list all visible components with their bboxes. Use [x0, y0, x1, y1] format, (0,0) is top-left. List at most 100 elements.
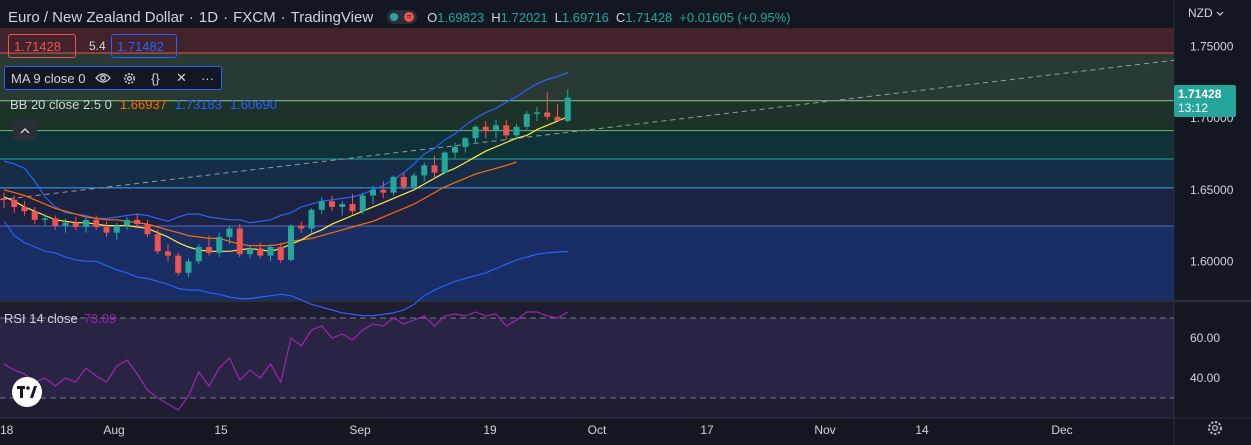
- price-tick-label: 1.65000: [1190, 183, 1234, 197]
- interval[interactable]: 1D: [198, 8, 219, 26]
- candle-body: [62, 222, 69, 226]
- candle-body: [534, 112, 540, 114]
- candle-body: [544, 112, 551, 117]
- symbol-name[interactable]: Euro / New Zealand Dollar: [8, 8, 184, 26]
- chart-header: Euro / New Zealand Dollar · 1D · FXCM · …: [8, 6, 791, 28]
- candle-body: [144, 224, 151, 235]
- rsi-legend[interactable]: RSI 14 close 73.09: [4, 311, 116, 326]
- candle-body: [441, 152, 448, 173]
- price-tick-label: 1.75000: [1190, 40, 1234, 54]
- candle-body: [390, 176, 397, 193]
- time-tick-label: Nov: [814, 423, 835, 437]
- buy-button[interactable]: 1.71482: [111, 34, 177, 58]
- waves-icon: ≈: [404, 12, 415, 22]
- candle-body: [236, 228, 243, 255]
- rsi-line: [3, 311, 569, 411]
- candle-body: [380, 189, 387, 193]
- ohlc-values: O1.69823 H1.72021 L1.69716 C1.71428 +0.0…: [427, 10, 790, 25]
- close-value: 1.71428: [625, 9, 673, 25]
- candle-body: [308, 209, 315, 229]
- chart-settings-icon[interactable]: [1206, 419, 1224, 437]
- candle-body: [452, 146, 458, 153]
- close-icon[interactable]: ✕: [175, 70, 187, 85]
- source-code-icon[interactable]: {}: [151, 70, 160, 86]
- candle-body: [31, 211, 38, 220]
- candle-body: [277, 247, 284, 260]
- time-tick-label: 19: [483, 423, 497, 437]
- fib-zone: [0, 158, 1174, 188]
- time-tick-label: Dec: [1051, 423, 1072, 437]
- settings-icon[interactable]: [121, 70, 137, 86]
- currency-label: NZD: [1188, 6, 1213, 20]
- time-tick-label: Oct: [588, 423, 607, 437]
- bb-indicator-legend[interactable]: BB 20 close 2.5 0 1.66937 1.73183 1.6069…: [4, 92, 283, 116]
- candle-body: [503, 125, 510, 136]
- bar-countdown: 13:12: [1178, 101, 1209, 115]
- header-dot: ·: [188, 8, 194, 26]
- fib-zones: [0, 28, 1174, 300]
- ma-label: MA 9 close 0: [11, 70, 86, 86]
- candle-body: [257, 248, 264, 256]
- bb-lower-line: [3, 220, 568, 317]
- sell-button[interactable]: 1.71428: [8, 34, 76, 58]
- high-label: H: [491, 9, 501, 25]
- candle-body: [400, 176, 407, 187]
- price-tick-label: 1.60000: [1190, 254, 1234, 268]
- candle-body: [288, 225, 294, 260]
- candle-body: [103, 226, 110, 233]
- high-value: 1.72021: [500, 9, 548, 25]
- time-tick-label: 18: [0, 423, 14, 437]
- candle-body: [206, 247, 212, 253]
- rsi-background: [0, 302, 1174, 418]
- rsi-tick-label: 40.00: [1190, 371, 1220, 385]
- collapse-legend-button[interactable]: [13, 121, 37, 141]
- candle-body: [411, 175, 417, 187]
- candle-body: [472, 126, 479, 139]
- candle-body: [175, 255, 182, 273]
- bb-basis-value: 1.66937: [119, 96, 167, 112]
- header-dot: ·: [223, 8, 229, 26]
- candle-body: [267, 247, 274, 256]
- ma-indicator-legend[interactable]: MA 9 close 0 {} ✕ ···: [4, 66, 223, 90]
- candle-body: [462, 138, 469, 147]
- candle-body: [523, 113, 530, 127]
- open-value: 1.69823: [437, 9, 485, 25]
- candle-body: [1, 198, 7, 200]
- exchange: FXCM: [233, 8, 276, 26]
- rsi-tick-label: 60.00: [1190, 331, 1220, 345]
- tradingview-logo-icon[interactable]: [12, 377, 42, 407]
- low-label: L: [554, 9, 562, 25]
- candle-body: [195, 247, 202, 262]
- more-icon[interactable]: ···: [200, 70, 214, 86]
- candle-body: [493, 125, 499, 132]
- currency-selector[interactable]: NZD: [1188, 6, 1224, 20]
- candle-body: [482, 126, 489, 132]
- bb-lower-value: 1.60690: [229, 96, 277, 112]
- trend-line: [0, 59, 1175, 201]
- time-tick-label: 15: [214, 423, 228, 437]
- current-price: 1.71428: [1178, 87, 1222, 101]
- header-dot: ·: [280, 8, 286, 26]
- candle-body: [21, 206, 28, 212]
- time-tick-label: Sep: [349, 423, 371, 437]
- low-value: 1.69716: [561, 9, 609, 25]
- candle-body: [370, 189, 376, 196]
- market-status-toggle[interactable]: ≈: [387, 10, 418, 24]
- current-price-label: 1.71428 13:12: [1174, 85, 1236, 117]
- candle-body: [298, 225, 305, 229]
- candle-body: [226, 228, 233, 238]
- candle-body: [52, 218, 59, 226]
- candle-body: [349, 204, 356, 212]
- candle-body: [134, 219, 141, 225]
- candle-body: [513, 126, 520, 136]
- candle-body: [359, 195, 366, 212]
- fib-zone: [0, 130, 1174, 159]
- time-tick-label: Aug: [103, 423, 124, 437]
- fib-zone: [0, 187, 1174, 226]
- candle-body: [11, 199, 18, 207]
- fib-zone: [0, 28, 1174, 54]
- eye-icon[interactable]: [95, 70, 112, 86]
- candle-body: [185, 261, 192, 273]
